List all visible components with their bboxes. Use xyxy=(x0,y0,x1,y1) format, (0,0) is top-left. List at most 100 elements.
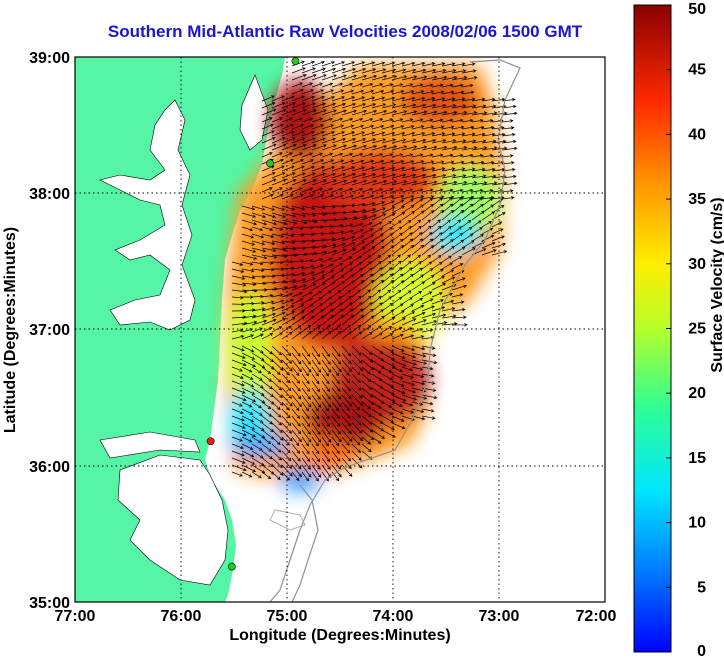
velocity-arrow xyxy=(251,408,263,416)
velocity-arrow xyxy=(331,345,341,357)
velocity-arrow xyxy=(481,249,497,256)
velocity-arrow xyxy=(361,267,373,277)
velocity-arrow xyxy=(441,276,456,284)
velocity-arrow xyxy=(291,212,307,218)
velocity-arrow xyxy=(351,235,365,242)
velocity-arrow xyxy=(391,75,408,81)
velocity-arrow xyxy=(341,408,351,419)
velocity-arrow xyxy=(461,210,475,221)
velocity-arrow xyxy=(471,197,483,207)
velocity-arrow xyxy=(271,394,284,406)
grid-lines xyxy=(75,57,605,602)
velocity-arrow xyxy=(331,443,340,455)
velocity-arrow xyxy=(371,261,382,270)
velocity-arrow xyxy=(351,315,365,326)
velocity-arrow xyxy=(501,104,517,109)
velocity-arrow xyxy=(411,254,422,263)
velocity-arrow xyxy=(231,302,245,307)
velocity-arrow xyxy=(291,464,302,478)
velocity-arrow xyxy=(271,429,284,441)
velocity-arrow xyxy=(391,245,405,256)
velocity-arrow xyxy=(371,144,388,151)
velocity-arrow xyxy=(271,443,282,453)
velocity-arrow xyxy=(411,244,425,256)
velocity-arrow xyxy=(411,261,422,270)
velocity-arrow xyxy=(451,160,465,165)
velocity-arrow xyxy=(381,194,395,200)
velocity-arrow xyxy=(321,89,335,95)
velocity-arrow xyxy=(311,165,325,172)
velocity-arrow xyxy=(311,297,323,305)
velocity-arrow xyxy=(311,345,320,358)
velocity-arrow xyxy=(231,261,244,266)
map-title: Southern Mid-Atlantic Raw Velocities 200… xyxy=(107,22,583,41)
velocity-arrow xyxy=(371,166,386,172)
velocity-arrow xyxy=(251,436,262,444)
velocity-arrow xyxy=(401,180,418,186)
colorbar-tick-label: 35 xyxy=(688,191,706,208)
velocity-arrow xyxy=(441,75,458,81)
velocity-arrow xyxy=(251,226,264,232)
velocity-arrow xyxy=(471,111,488,116)
velocity-arrow xyxy=(441,209,455,221)
velocity-arrow xyxy=(351,194,365,200)
velocity-arrow xyxy=(331,429,342,443)
velocity-arrow xyxy=(341,436,350,446)
velocity-arrow xyxy=(461,197,473,207)
velocity-arrow xyxy=(471,132,486,137)
velocity-arrow xyxy=(391,83,404,88)
velocity-arrow xyxy=(351,345,362,356)
velocity-arrow xyxy=(281,298,294,305)
velocity-arrow xyxy=(341,256,353,263)
velocity-arrow xyxy=(341,373,351,384)
velocity-arrow xyxy=(281,95,295,102)
velocity-arrow xyxy=(291,366,300,377)
velocity-arrow xyxy=(301,212,317,217)
velocity-arrow xyxy=(401,110,418,116)
velocity-arrow xyxy=(331,457,342,470)
velocity-arrow xyxy=(281,380,292,392)
velocity-arrow xyxy=(291,205,306,211)
velocity-arrow xyxy=(311,366,319,377)
velocity-arrow xyxy=(341,366,350,376)
velocity-arrow xyxy=(361,325,372,333)
velocity-arrow xyxy=(481,234,495,242)
velocity-arrow xyxy=(461,139,477,144)
velocity-arrow xyxy=(281,108,297,116)
colorbar-tick-label: 5 xyxy=(697,579,706,596)
velocity-arrow xyxy=(261,373,273,382)
velocity-arrow xyxy=(311,291,323,298)
velocity-arrow xyxy=(311,60,325,67)
velocity-arrow xyxy=(391,415,405,422)
velocity-arrow xyxy=(341,137,357,144)
velocity-arrow xyxy=(321,415,331,428)
y-tick-label: 39:00 xyxy=(29,50,70,67)
velocity-arrow xyxy=(321,95,336,102)
velocity-arrow xyxy=(271,317,287,326)
velocity-arrow xyxy=(431,90,445,95)
velocity-arrow xyxy=(391,226,403,235)
velocity-arrow xyxy=(301,194,314,200)
velocity-arrow xyxy=(381,138,397,144)
velocity-arrow xyxy=(411,380,426,386)
velocity-arrow xyxy=(451,203,464,214)
velocity-arrow xyxy=(311,443,320,455)
velocity-arrow xyxy=(291,450,301,462)
velocity-arrow xyxy=(421,320,438,326)
velocity-arrow xyxy=(351,109,368,116)
velocity-arrow xyxy=(431,282,447,291)
velocity-arrow xyxy=(361,255,372,263)
velocity-arrow xyxy=(361,201,376,207)
velocity-arrow xyxy=(461,233,474,242)
colorbar-tick-label: 10 xyxy=(688,515,706,532)
velocity-arrow xyxy=(281,415,292,427)
velocity-arrow xyxy=(281,366,290,376)
velocity-arrow xyxy=(461,62,476,67)
velocity-arrow xyxy=(341,457,352,470)
velocity-arrow xyxy=(401,173,417,179)
velocity-arrow xyxy=(291,359,302,373)
velocity-arrow xyxy=(331,450,341,462)
velocity-arrow xyxy=(421,68,437,74)
velocity-arrow xyxy=(351,280,365,291)
velocity-arrow xyxy=(431,299,444,305)
